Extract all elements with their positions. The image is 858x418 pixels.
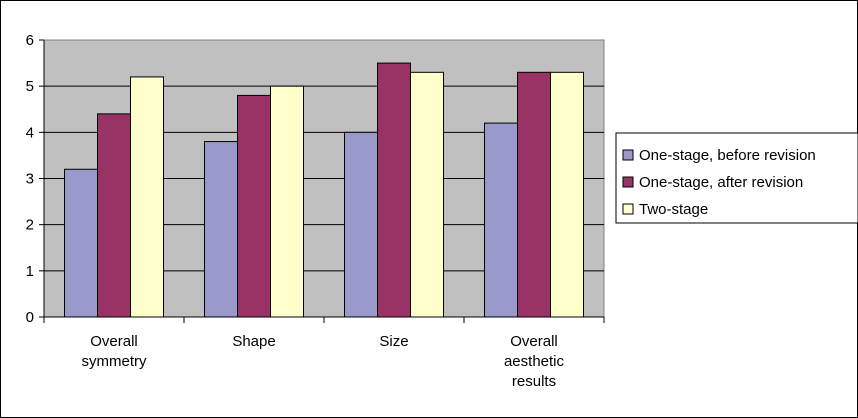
legend-label: One-stage, after revision	[639, 174, 803, 191]
y-tick-label: 4	[26, 124, 34, 141]
legend-label: Two-stage	[639, 201, 708, 218]
y-tick-label: 0	[26, 309, 34, 326]
x-tick-label: results	[512, 373, 556, 390]
x-tick-label: Size	[379, 333, 408, 350]
bar	[484, 122, 518, 318]
legend-swatch	[622, 149, 634, 161]
legend-swatch	[622, 203, 634, 215]
bar	[270, 85, 304, 318]
legend-swatch	[622, 176, 634, 188]
x-tick-label: Overall	[90, 333, 138, 350]
y-tick-label: 2	[26, 217, 34, 234]
y-tick-label: 3	[26, 171, 34, 188]
bars	[64, 62, 584, 318]
bar	[237, 94, 271, 318]
bar	[377, 62, 411, 318]
bar	[344, 131, 378, 318]
bar	[410, 71, 444, 318]
bar	[550, 71, 584, 318]
x-tick-label: Overall	[510, 333, 558, 350]
axes	[39, 39, 605, 323]
y-tick-label: 1	[26, 263, 34, 280]
y-tick-label: 5	[26, 78, 34, 95]
bar	[97, 113, 131, 318]
legend: One-stage, before revision One-stage, aft…	[615, 132, 858, 224]
y-tick-label: 6	[26, 32, 34, 49]
x-tick-label: Shape	[232, 333, 275, 350]
x-axis-tick-labels: Overall symmetry Shape Size Overall aesthetic…	[82, 333, 565, 390]
legend-label: One-stage, before revision	[639, 147, 816, 164]
bar	[204, 141, 238, 318]
bar	[517, 71, 551, 318]
x-tick-label: aesthetic	[504, 353, 565, 370]
bar	[130, 76, 164, 318]
legend-box	[615, 132, 858, 224]
x-tick-label: symmetry	[82, 353, 147, 370]
y-axis-tick-labels: 0 1 2 3 4 5 6	[26, 32, 34, 326]
bar	[64, 168, 98, 318]
